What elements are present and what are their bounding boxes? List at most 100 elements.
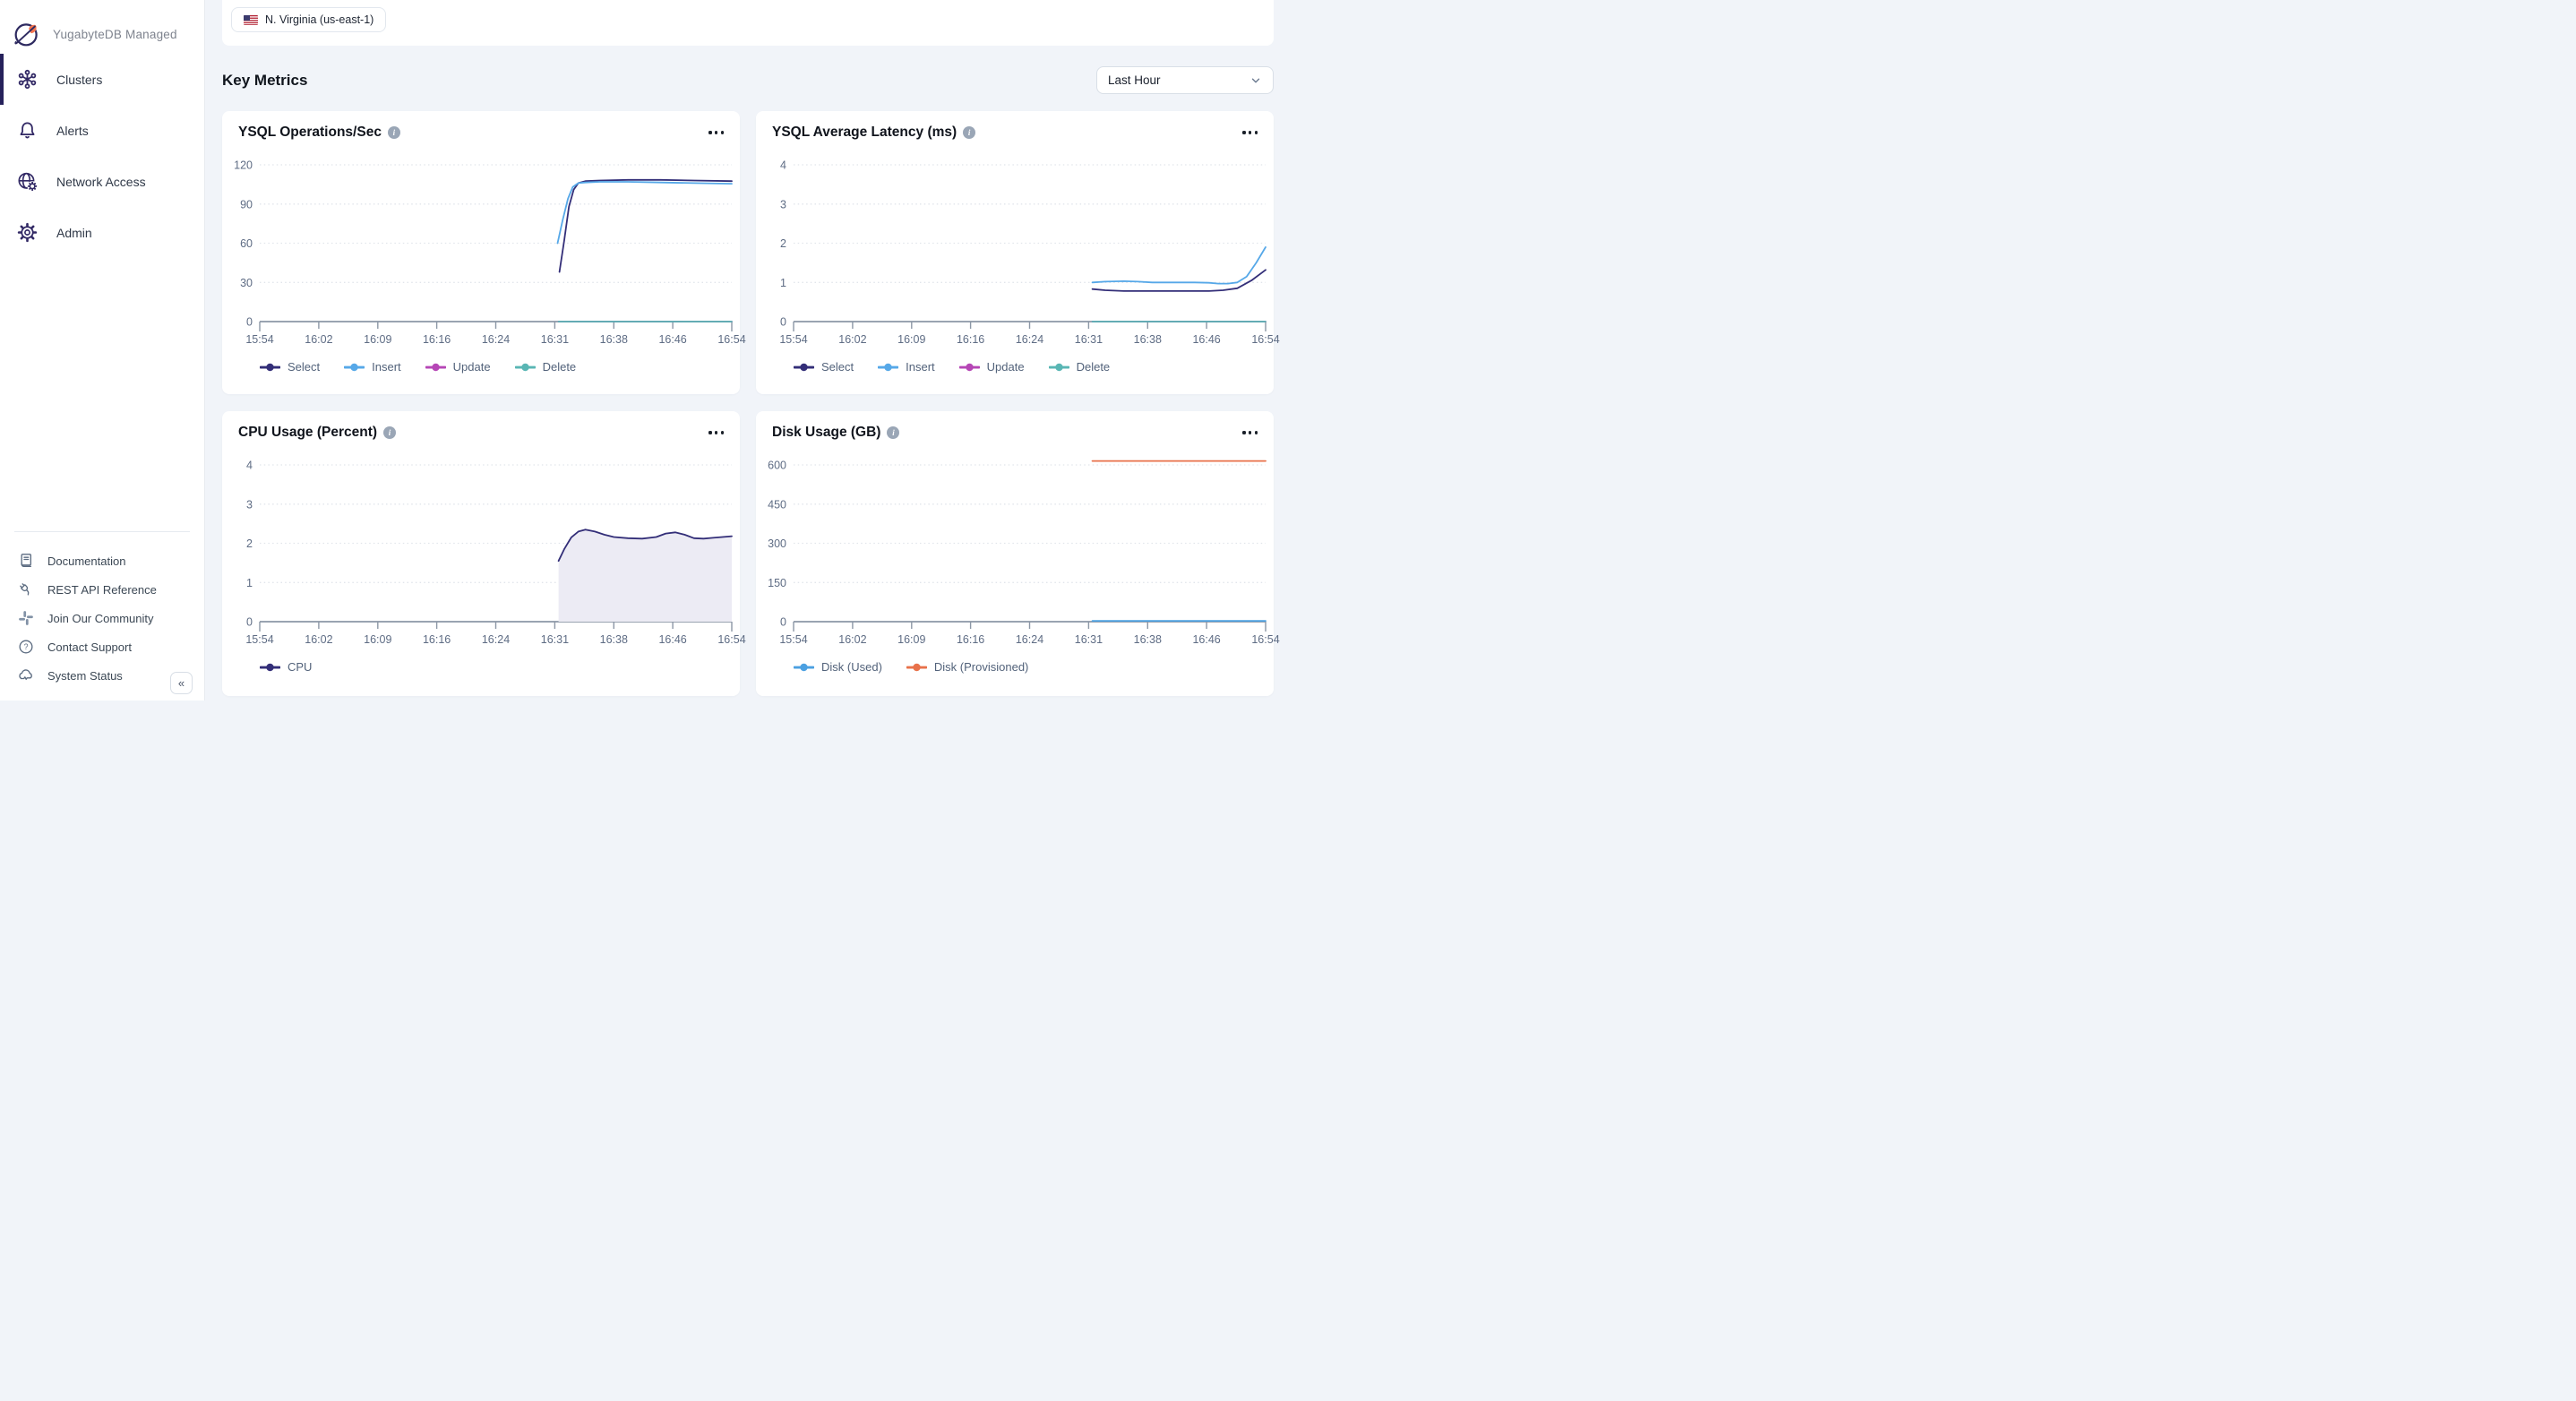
card-menu-button[interactable] bbox=[1242, 427, 1258, 437]
slack-icon bbox=[17, 609, 35, 627]
sidebar-item-network-access[interactable]: Network Access bbox=[0, 156, 204, 207]
yugabyte-logo-icon bbox=[14, 23, 38, 47]
x-axis-label: 16:38 bbox=[1134, 633, 1162, 646]
info-icon[interactable]: i bbox=[887, 426, 900, 439]
brand: YugabyteDB Managed bbox=[0, 0, 204, 56]
chart-title: Disk Usage (GB) bbox=[772, 425, 881, 440]
x-axis-label: 15:54 bbox=[779, 633, 807, 646]
legend-marker-icon bbox=[906, 663, 927, 671]
time-range-value: Last Hour bbox=[1108, 73, 1161, 87]
card-menu-button[interactable] bbox=[1242, 127, 1258, 137]
card-menu-button[interactable] bbox=[708, 427, 724, 437]
sidebar-item-label: System Status bbox=[47, 668, 123, 683]
legend-label: Select bbox=[821, 360, 854, 374]
x-axis-label: 16:02 bbox=[838, 633, 866, 646]
region-badge[interactable]: N. Virginia (us-east-1) bbox=[231, 7, 387, 32]
active-nav-indicator bbox=[0, 54, 4, 105]
sidebar-item-community[interactable]: Join Our Community bbox=[0, 604, 204, 632]
x-axis-label: 16:46 bbox=[658, 633, 686, 646]
y-axis-label: 2 bbox=[780, 237, 786, 250]
x-axis-label: 16:54 bbox=[1251, 633, 1279, 646]
x-axis-label: 16:54 bbox=[717, 633, 745, 646]
app-title: YugabyteDB Managed bbox=[53, 27, 177, 41]
x-axis-label: 16:02 bbox=[305, 633, 332, 646]
x-axis-label: 16:46 bbox=[1192, 633, 1220, 646]
y-axis-label: 3 bbox=[780, 198, 786, 211]
sidebar-item-admin[interactable]: Admin bbox=[0, 207, 204, 258]
y-axis-label: 1 bbox=[780, 277, 786, 289]
sidebar: YugabyteDB Managed Clusters bbox=[0, 0, 205, 700]
series-line-insert bbox=[1091, 246, 1267, 285]
legend-label: Update bbox=[452, 360, 491, 374]
sidebar-item-system-status[interactable]: System Status bbox=[0, 661, 204, 690]
legend-item[interactable]: Insert bbox=[878, 360, 935, 374]
y-axis-label: 150 bbox=[768, 577, 786, 589]
legend-item[interactable]: Select bbox=[260, 360, 320, 374]
x-axis-label: 16:38 bbox=[600, 633, 628, 646]
sidebar-item-alerts[interactable]: Alerts bbox=[0, 105, 204, 156]
chart-plot: 0 150 300 450 600 15:54 16:02 16:09 16:16 16:24 16… bbox=[768, 460, 1280, 647]
series-line-insert bbox=[556, 181, 733, 245]
sidebar-item-clusters[interactable]: Clusters bbox=[0, 54, 204, 105]
sidebar-item-rest-api[interactable]: REST API Reference bbox=[0, 575, 204, 604]
legend-marker-icon bbox=[260, 363, 280, 371]
chart-plot: 0 30 60 90 120 15:54 16:02 16:09 16:16 16:24 16:31… bbox=[234, 159, 746, 347]
chart-card-cpu-usage: CPU Usage (Percent) i 0 1 2 3 4 15:54 16:02 16:… bbox=[222, 411, 746, 696]
chevron-down-icon bbox=[1251, 78, 1260, 82]
chart-title: YSQL Average Latency (ms) bbox=[772, 125, 957, 140]
y-axis-label: 450 bbox=[768, 498, 786, 511]
chart-card-ysql-latency: YSQL Average Latency (ms) i 0 1 2 3 4 15:54 16… bbox=[756, 111, 1280, 394]
sidebar-item-documentation[interactable]: Documentation bbox=[0, 546, 204, 575]
plug-icon bbox=[17, 580, 35, 598]
chart-card-disk-usage: Disk Usage (GB) i 0 150 300 450 600 15:54 16:0… bbox=[756, 411, 1280, 696]
x-axis-label: 16:38 bbox=[1134, 333, 1162, 346]
chart-title: CPU Usage (Percent) bbox=[238, 425, 378, 440]
chart-card-ysql-operations: YSQL Operations/Sec i 0 30 60 90 120 15:54 16:… bbox=[222, 111, 746, 394]
cloud-status-icon bbox=[17, 666, 35, 684]
chart-legend: Disk (Used) Disk (Provisioned) bbox=[794, 660, 1028, 674]
x-axis-label: 16:31 bbox=[541, 333, 569, 346]
y-axis-label: 90 bbox=[240, 198, 253, 211]
card-header: YSQL Average Latency (ms) i bbox=[756, 111, 1274, 141]
info-icon[interactable]: i bbox=[383, 426, 397, 439]
time-range-select[interactable]: Last Hour bbox=[1096, 66, 1274, 94]
x-axis-label: 16:02 bbox=[838, 333, 866, 346]
page-title: Key Metrics bbox=[222, 71, 308, 89]
sidebar-item-label: REST API Reference bbox=[47, 582, 157, 597]
legend-item[interactable]: CPU bbox=[260, 660, 312, 674]
x-axis-label: 16:54 bbox=[717, 333, 745, 346]
legend-label: Insert bbox=[906, 360, 935, 374]
legend-item[interactable]: Delete bbox=[514, 360, 576, 374]
legend-item[interactable]: Insert bbox=[344, 360, 401, 374]
y-axis-label: 300 bbox=[768, 537, 786, 550]
card-menu-button[interactable] bbox=[708, 127, 724, 137]
x-axis-label: 16:09 bbox=[364, 333, 391, 346]
legend-item[interactable]: Select bbox=[794, 360, 854, 374]
sidebar-item-support[interactable]: ? Contact Support bbox=[0, 632, 204, 661]
legend-label: CPU bbox=[288, 660, 313, 674]
x-axis-label: 16:24 bbox=[1016, 633, 1043, 646]
x-axis-label: 16:46 bbox=[1192, 333, 1220, 346]
x-axis-label: 16:09 bbox=[897, 333, 925, 346]
sidebar-footer: Documentation REST API Reference bbox=[0, 531, 204, 690]
legend-item[interactable]: Delete bbox=[1048, 360, 1110, 374]
chart-plot: 0 1 2 3 4 15:54 16:02 16:09 16:16 16:24 16:31 16:38… bbox=[245, 460, 745, 647]
us-flag-icon bbox=[244, 14, 258, 25]
card-header: YSQL Operations/Sec i bbox=[222, 111, 740, 141]
info-icon[interactable]: i bbox=[963, 126, 976, 139]
legend-item[interactable]: Update bbox=[958, 360, 1025, 374]
info-icon[interactable]: i bbox=[387, 126, 400, 139]
book-icon bbox=[17, 552, 35, 570]
globe-gear-icon bbox=[16, 170, 39, 193]
x-axis-label: 16:02 bbox=[305, 333, 332, 346]
y-axis-label: 4 bbox=[246, 460, 253, 472]
y-axis-label: 0 bbox=[246, 616, 253, 629]
legend-item[interactable]: Update bbox=[425, 360, 491, 374]
charts-grid: YSQL Operations/Sec i 0 30 60 90 120 15:54 16:… bbox=[222, 111, 1280, 696]
legend-item[interactable]: Disk (Used) bbox=[794, 660, 882, 674]
x-axis-label: 16:46 bbox=[658, 333, 686, 346]
cluster-header-card: N. Virginia (us-east-1) bbox=[222, 0, 1274, 46]
legend-item[interactable]: Disk (Provisioned) bbox=[906, 660, 1028, 674]
sidebar-collapse-button[interactable]: « bbox=[170, 672, 193, 694]
sidebar-item-label: Clusters bbox=[56, 72, 103, 87]
